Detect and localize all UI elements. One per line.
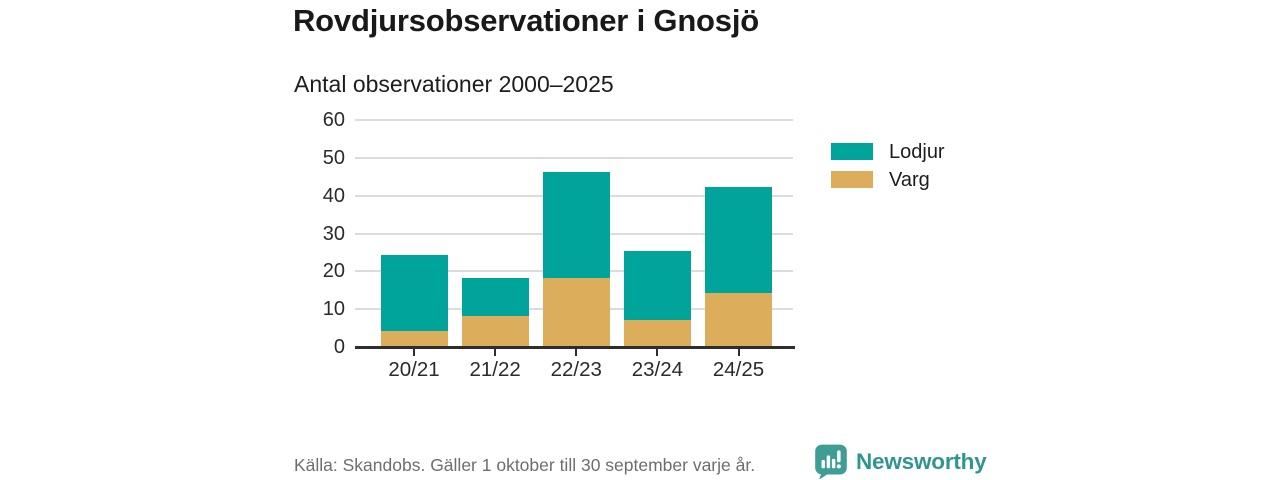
x-axis-tick bbox=[656, 349, 659, 356]
chart-plot-area bbox=[355, 119, 795, 356]
x-tick-label: 21/22 bbox=[469, 358, 521, 381]
y-tick-label: 20 bbox=[322, 260, 345, 283]
x-tick-label: 20/21 bbox=[388, 358, 440, 381]
chart-subtitle: Antal observationer 2000–2025 bbox=[294, 71, 614, 97]
x-tick-label: 22/23 bbox=[550, 358, 602, 381]
chart-legend: Lodjur Varg bbox=[831, 140, 945, 191]
newsworthy-icon bbox=[815, 444, 847, 479]
bar-group-20-21 bbox=[380, 255, 448, 346]
bar-segment-lodjur bbox=[623, 251, 691, 320]
x-tick-label: 23/24 bbox=[631, 358, 684, 381]
grid-line bbox=[355, 119, 793, 121]
x-axis-tick bbox=[413, 349, 415, 356]
source-note: Källa: Skandobs. Gäller 1 oktober till 3… bbox=[294, 455, 756, 475]
page-title: Rovdjursobservationer i Gnosjö bbox=[293, 3, 759, 38]
y-tick-label: 40 bbox=[322, 184, 345, 207]
x-axis-tick bbox=[737, 349, 740, 356]
bar-segment-lodjur bbox=[705, 187, 772, 294]
bar-segment-lodjur bbox=[380, 255, 448, 331]
grid-line bbox=[355, 156, 793, 159]
x-axis-tick bbox=[494, 349, 497, 356]
bar-group-22-23 bbox=[542, 171, 610, 346]
bar-segment-varg bbox=[542, 277, 610, 346]
legend-swatch-varg bbox=[831, 171, 873, 188]
bar-group-23-24 bbox=[623, 251, 691, 346]
bar-segment-varg bbox=[705, 293, 772, 346]
y-tick-label: 0 bbox=[333, 336, 345, 358]
y-tick-label: 60 bbox=[322, 109, 345, 131]
y-tick-label: 10 bbox=[322, 298, 345, 321]
bar-segment-varg bbox=[380, 330, 448, 346]
legend-swatch-lodjur bbox=[831, 143, 873, 160]
bar-segment-lodjur bbox=[461, 277, 529, 316]
x-tick-label: 24/25 bbox=[712, 358, 765, 381]
legend-item-lodjur: Lodjur bbox=[831, 140, 945, 163]
x-axis-line bbox=[355, 346, 795, 349]
bar-segment-lodjur bbox=[542, 171, 610, 278]
y-tick-label: 50 bbox=[322, 146, 345, 169]
bar-group-21-22 bbox=[461, 277, 529, 346]
newsworthy-logo: Newsworthy bbox=[814, 444, 987, 479]
newsworthy-wordmark: Newsworthy bbox=[856, 448, 987, 474]
x-axis-tick bbox=[575, 349, 578, 356]
bar-group-24-25 bbox=[705, 187, 772, 346]
legend-item-varg: Varg bbox=[831, 168, 945, 191]
legend-label: Lodjur bbox=[889, 140, 945, 163]
legend-label: Varg bbox=[889, 168, 930, 191]
bar-segment-varg bbox=[461, 315, 529, 346]
bar-segment-varg bbox=[623, 319, 691, 346]
y-tick-label: 30 bbox=[322, 222, 345, 245]
